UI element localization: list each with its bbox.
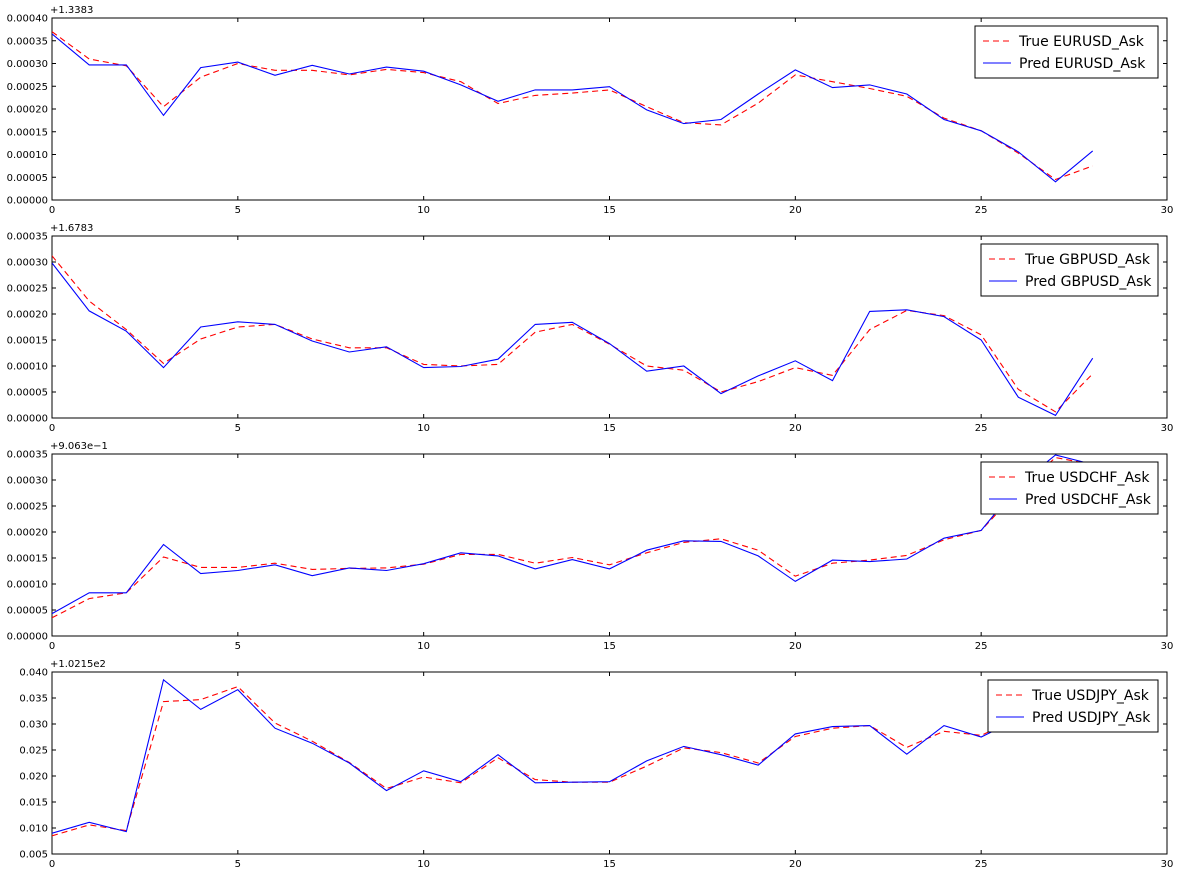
chart-panel-1: 0 5 10 15 20 25 30 0.00000 0.00005 0.00010 0.00015… [7, 5, 1174, 216]
legend-box [987, 679, 1159, 733]
legend-label: True USDJPY_Ask [1031, 688, 1150, 704]
series-line-pred [52, 454, 1093, 615]
series-line-true [52, 685, 1093, 837]
x-tick-label: 10 [417, 423, 430, 434]
x-tick-label: 5 [235, 859, 241, 870]
x-tick-label: 25 [975, 859, 988, 870]
series-line-pred [52, 262, 1094, 417]
y-tick-label: 0.00025 [7, 82, 48, 93]
legend-label: True USDCHF_Ask [1024, 470, 1150, 486]
y-offset-label: +1.6783 [50, 223, 93, 234]
x-tick-label: 15 [603, 205, 616, 216]
y-tick-label: 0.00020 [7, 105, 48, 116]
x-tick-label: 5 [235, 423, 241, 434]
y-tick-label: 0.015 [19, 798, 48, 809]
chart-panel-4: 0 5 10 15 20 25 30 0.005 0.010 0.015 0.020 0.025 0.0… [19, 659, 1173, 870]
y-tick-label: 0.00030 [7, 59, 48, 70]
y-tick-label: 0.00025 [7, 502, 48, 513]
series-line-pred [52, 678, 1093, 834]
y-tick-label: 0.005 [19, 850, 48, 861]
x-tick-label: 15 [603, 859, 616, 870]
y-tick-label: 0.00020 [7, 528, 48, 539]
series-line-true [52, 255, 1094, 413]
y-tick-label: 0.00035 [7, 232, 48, 243]
y-tick-label: 0.00015 [7, 336, 48, 347]
y-tick-label: 0.00030 [7, 476, 48, 487]
x-tick-label: 0 [49, 859, 55, 870]
series-line-true [52, 457, 1093, 619]
legend-label: Pred USDJPY_Ask [1032, 710, 1151, 726]
series-line-pred [52, 33, 1094, 183]
y-tick-label: 0.00010 [7, 150, 48, 161]
y-tick-label: 0.040 [19, 668, 48, 679]
x-tick-label: 20 [789, 423, 802, 434]
x-tick-label: 25 [975, 205, 988, 216]
y-tick-label: 0.00010 [7, 362, 48, 373]
y-tick-label: 0.00005 [7, 388, 48, 399]
legend-label: Pred EURUSD_Ask [1019, 56, 1146, 72]
y-tick-label: 0.010 [19, 824, 48, 835]
legend: True EURUSD_Ask Pred EURUSD_Ask [974, 25, 1159, 79]
x-tick-label: 30 [1161, 641, 1174, 652]
y-tick-label: 0.00035 [7, 36, 48, 47]
x-tick-label: 25 [975, 641, 988, 652]
legend-box [974, 25, 1159, 79]
legend-label: True EURUSD_Ask [1018, 34, 1145, 50]
x-tick-label: 15 [603, 641, 616, 652]
legend-label: Pred USDCHF_Ask [1025, 492, 1152, 508]
x-tick-label: 10 [417, 205, 430, 216]
y-tick-label: 0.00005 [7, 173, 48, 184]
legend-label: Pred GBPUSD_Ask [1025, 274, 1152, 290]
y-tick-label: 0.030 [19, 720, 48, 731]
y-tick-label: 0.00010 [7, 580, 48, 591]
y-tick-label: 0.00035 [7, 450, 48, 461]
x-tick-label: 20 [789, 205, 802, 216]
chart-panel-3: 0 5 10 15 20 25 30 0.00000 0.00005 0.00010 0.00015… [7, 441, 1174, 652]
series-line-true [52, 31, 1093, 181]
x-tick-label: 30 [1161, 859, 1174, 870]
y-offset-label: +9.063e−1 [50, 441, 108, 452]
y-tick-label: 0.020 [19, 772, 48, 783]
y-tick-label: 0.00030 [7, 258, 48, 269]
x-tick-label: 30 [1161, 205, 1174, 216]
y-tick-label: 0.00005 [7, 606, 48, 617]
y-tick-label: 0.00000 [7, 414, 48, 425]
x-tick-label: 15 [603, 423, 616, 434]
y-offset-label: +1.3383 [50, 5, 93, 16]
y-tick-label: 0.035 [19, 694, 48, 705]
x-tick-label: 0 [49, 205, 55, 216]
y-tick-label: 0.00015 [7, 127, 48, 138]
legend: True USDJPY_Ask Pred USDJPY_Ask [987, 679, 1159, 733]
y-offset-label: +1.0215e2 [50, 659, 106, 670]
y-tick-label: 0.00015 [7, 554, 48, 565]
x-tick-label: 10 [417, 859, 430, 870]
x-tick-label: 0 [49, 641, 55, 652]
x-tick-label: 20 [789, 859, 802, 870]
x-tick-label: 25 [975, 423, 988, 434]
legend: True USDCHF_Ask Pred USDCHF_Ask [980, 461, 1159, 515]
x-tick-label: 30 [1161, 423, 1174, 434]
y-tick-label: 0.00000 [7, 632, 48, 643]
x-tick-label: 5 [235, 641, 241, 652]
x-tick-label: 10 [417, 641, 430, 652]
x-tick-label: 20 [789, 641, 802, 652]
y-tick-label: 0.00020 [7, 310, 48, 321]
x-tick-label: 5 [235, 205, 241, 216]
legend-box [980, 461, 1159, 515]
x-tick-label: 0 [49, 423, 55, 434]
chart-panel-2: 0 5 10 15 20 25 30 0.00000 0.00005 0.00010 0.00015… [7, 223, 1174, 434]
legend-label: True GBPUSD_Ask [1024, 252, 1151, 268]
y-tick-label: 0.00000 [7, 196, 48, 207]
legend: True GBPUSD_Ask Pred GBPUSD_Ask [980, 243, 1159, 297]
y-tick-label: 0.00025 [7, 284, 48, 295]
legend-box [980, 243, 1159, 297]
y-tick-label: 0.025 [19, 746, 48, 757]
y-tick-label: 0.00040 [7, 14, 48, 25]
